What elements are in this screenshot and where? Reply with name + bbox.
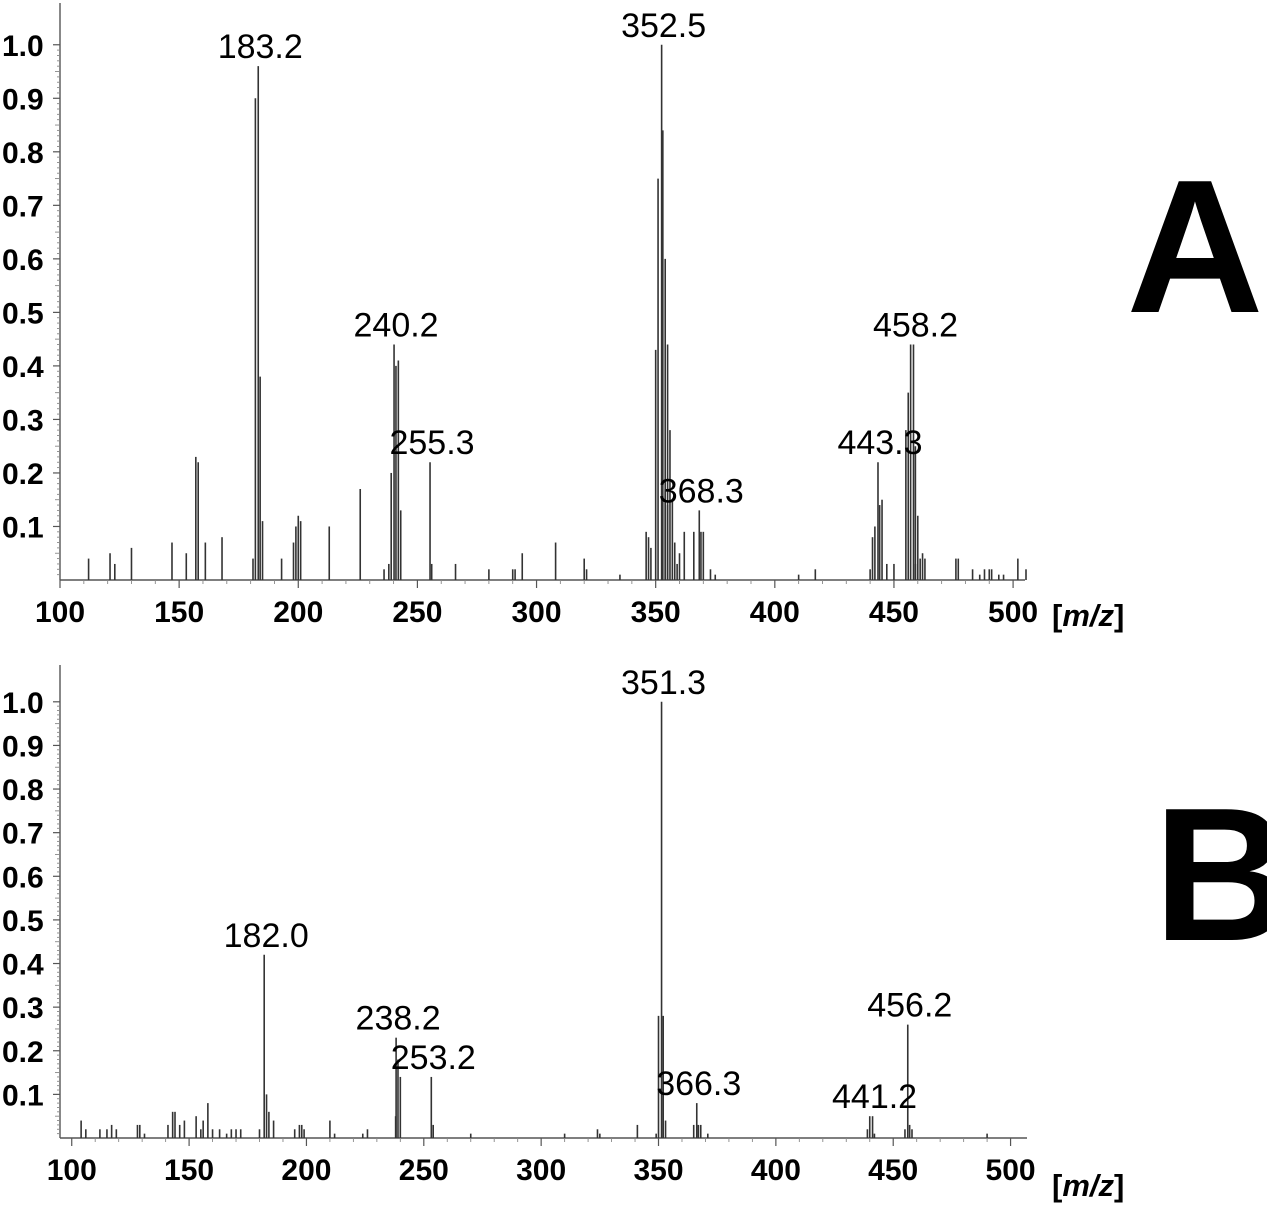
p1-y-tick-label: 0.5	[2, 905, 44, 938]
p1-y-tick-label: 0.7	[2, 818, 44, 851]
p1-y-tick-label: 0.8	[2, 774, 44, 807]
p1-y-tick-label: 0.2	[2, 1036, 44, 1069]
p0-x-axis-unit-label: [m/z]	[1052, 598, 1124, 633]
p1-x-axis-unit-label: [m/z]	[1052, 1168, 1124, 1203]
p0-peak-label: 458.2	[873, 306, 958, 344]
p0-peak-label: 183.2	[218, 28, 303, 66]
p0-x-tick-label: 500	[988, 596, 1038, 629]
p1-peak-label: 441.2	[832, 1078, 917, 1116]
p1-y-tick-label: 0.1	[2, 1079, 44, 1112]
p0-y-tick-label: 0.3	[2, 404, 44, 437]
p0-y-tick-label: 0.1	[2, 511, 44, 544]
p0-y-tick-label: 0.5	[2, 297, 44, 330]
p0-y-tick-label: 0.9	[2, 83, 44, 116]
p1-y-tick-label: 0.4	[2, 949, 44, 982]
p1-x-tick-label: 300	[516, 1154, 566, 1187]
p1-x-tick-label: 150	[164, 1154, 214, 1187]
p0-peak-label: 352.5	[621, 7, 706, 45]
p0-peak-label: 368.3	[659, 472, 744, 510]
p0-y-tick-label: 1.0	[2, 30, 44, 63]
p0-panel-letter: A	[1126, 141, 1263, 353]
p1-panel-letter: B	[1153, 769, 1267, 981]
p0-y-tick-label: 0.4	[2, 351, 44, 384]
p0-peak-label: 240.2	[354, 306, 439, 344]
p0-x-tick-label: 150	[154, 596, 204, 629]
p0-x-tick-label: 450	[869, 596, 919, 629]
p0-x-tick-label: 400	[750, 596, 800, 629]
p0-x-tick-label: 100	[35, 596, 85, 629]
p0-y-tick-label: 0.8	[2, 137, 44, 170]
p0-y-tick-label: 0.7	[2, 190, 44, 223]
spectrum-panel-b: 0.1 0.2 0.3 0.4 0.5 0.6 0.7 0.8 0.9 1.0 100 150 200 2…	[2, 664, 1267, 1203]
p1-y-tick-label: 0.6	[2, 861, 44, 894]
p0-x-tick-label: 250	[392, 596, 442, 629]
p1-peak-label: 351.3	[621, 664, 706, 702]
p1-y-tick-label: 1.0	[2, 687, 44, 720]
p1-x-tick-label: 450	[868, 1154, 918, 1187]
p1-peak-label: 366.3	[656, 1065, 741, 1103]
spectrum-panel-a: 0.1 0.2 0.3 0.4 0.5 0.6 0.7 0.8 0.9 1.0 100 150 200 2…	[2, 3, 1264, 633]
p1-peak-label: 182.0	[224, 917, 309, 955]
p1-y-tick-label: 0.9	[2, 730, 44, 763]
p0-x-tick-label: 300	[512, 596, 562, 629]
p0-y-tick-label: 0.6	[2, 244, 44, 277]
p1-x-tick-label: 100	[47, 1154, 97, 1187]
p0-peak-label: 255.3	[389, 424, 474, 462]
p1-x-tick-label: 200	[281, 1154, 331, 1187]
p1-x-tick-label: 350	[633, 1154, 683, 1187]
p0-x-tick-label: 200	[273, 596, 323, 629]
p0-y-tick-label: 0.2	[2, 458, 44, 491]
p1-peak-label: 456.2	[867, 987, 952, 1025]
p0-peak-label: 443.3	[837, 424, 922, 462]
p1-y-tick-label: 0.3	[2, 992, 44, 1025]
p1-peak-label: 253.2	[391, 1039, 476, 1077]
p0-x-tick-label: 350	[631, 596, 681, 629]
p1-x-tick-label: 250	[399, 1154, 449, 1187]
p1-peak-label: 238.2	[356, 1000, 441, 1038]
p1-x-tick-label: 500	[986, 1154, 1036, 1187]
p1-x-tick-label: 400	[751, 1154, 801, 1187]
